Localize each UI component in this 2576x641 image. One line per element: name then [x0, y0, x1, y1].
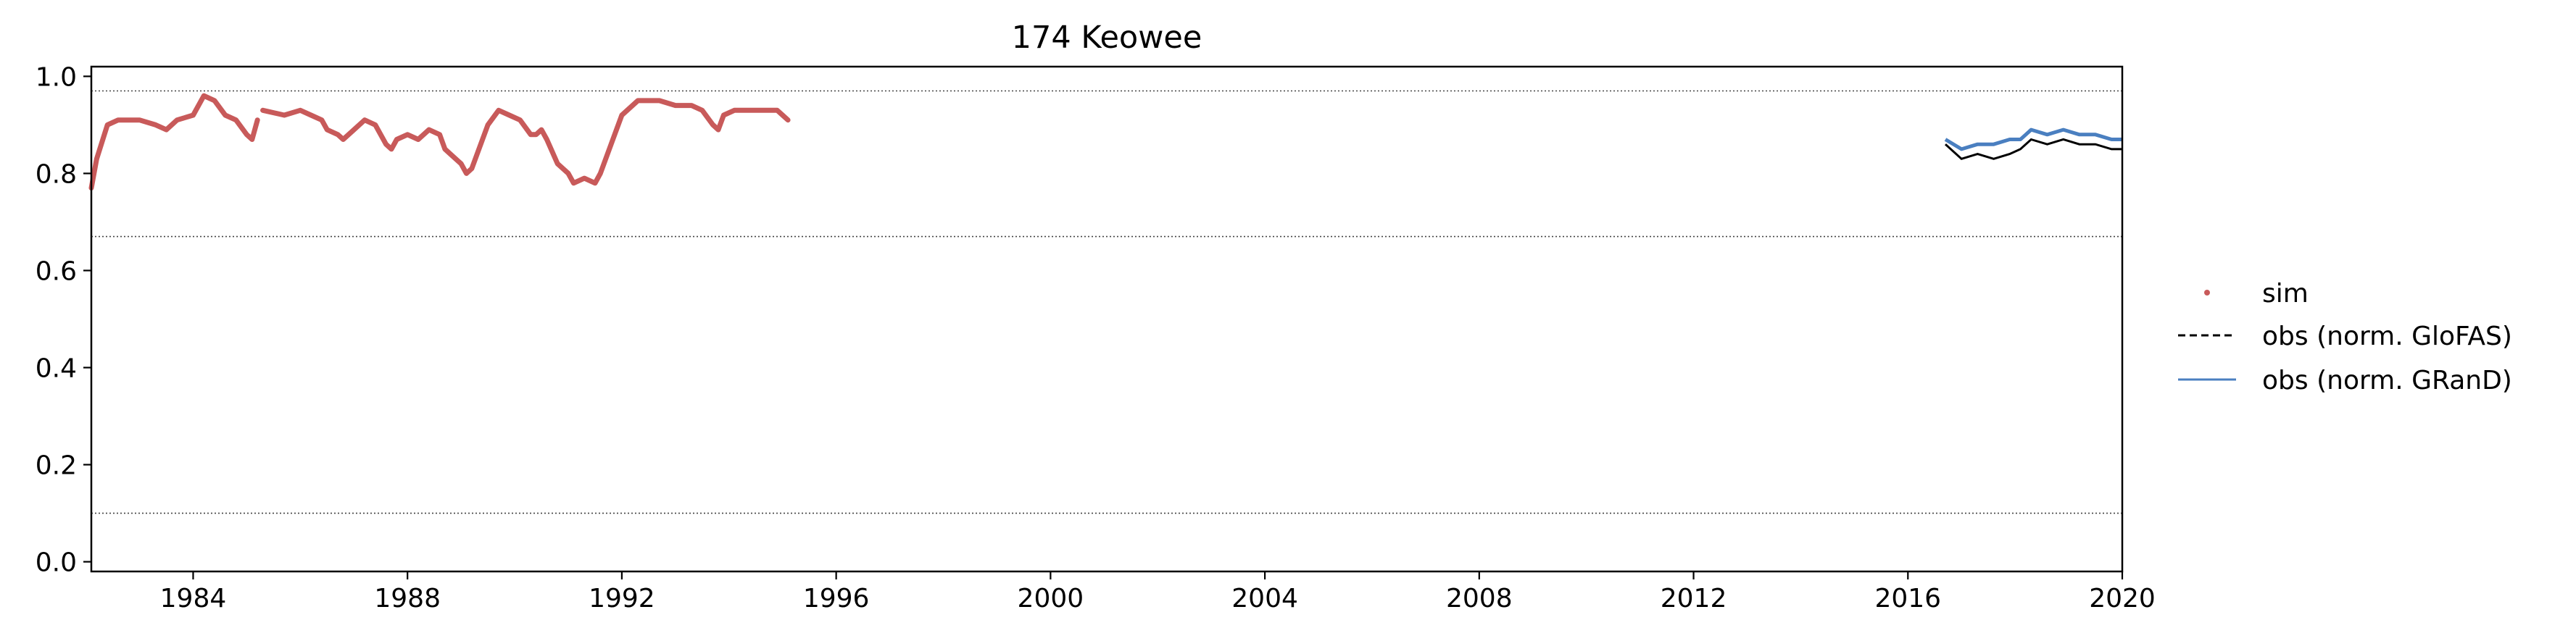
sim-series-segment-0	[88, 93, 260, 190]
x-tick-label: 2020	[2089, 584, 2156, 613]
x-tick-label: 2004	[1231, 584, 1298, 613]
reference-lines	[91, 90, 2122, 514]
y-tick-label: 0.2	[36, 451, 77, 481]
y-tick-label: 0.4	[36, 354, 77, 384]
x-tick-label: 1988	[374, 584, 441, 613]
x-tick-label: 2000	[1018, 584, 1084, 613]
chart-title: 174 Keowee	[1012, 20, 1202, 56]
data-series	[88, 93, 2122, 190]
legend: sim obs (norm. GloFAS) obs (norm. GRanD)	[2178, 279, 2512, 395]
x-tick-label: 1992	[589, 584, 655, 613]
legend-label: obs (norm. GRanD)	[2262, 366, 2512, 395]
x-tick-label: 1996	[803, 584, 870, 613]
y-tick-label: 0.0	[36, 548, 77, 578]
x-tick-label: 2008	[1446, 584, 1513, 613]
plot-frame	[90, 65, 2124, 573]
grand-series-line	[1944, 127, 2122, 151]
x-tick-label: 1984	[160, 584, 227, 613]
sim-series-segment-1	[260, 98, 791, 186]
y-tick-label: 1.0	[36, 62, 77, 92]
x-tick-label: 2016	[1874, 584, 1941, 613]
y-axis: 0.0 0.2 0.4 0.6 0.8 1.0	[36, 62, 91, 578]
y-tick-label: 0.6	[36, 256, 77, 286]
legend-label: obs (norm. GloFAS)	[2262, 322, 2512, 351]
glofas-series-line	[1944, 138, 2122, 160]
legend-marker-sim	[2204, 290, 2210, 296]
x-tick-label: 2012	[1661, 584, 1727, 613]
legend-label: sim	[2262, 279, 2309, 309]
x-axis: 1984 1988 1992 1996 2000 2004 2008 2012 2016 2020	[160, 571, 2156, 613]
y-tick-label: 0.8	[36, 159, 77, 189]
